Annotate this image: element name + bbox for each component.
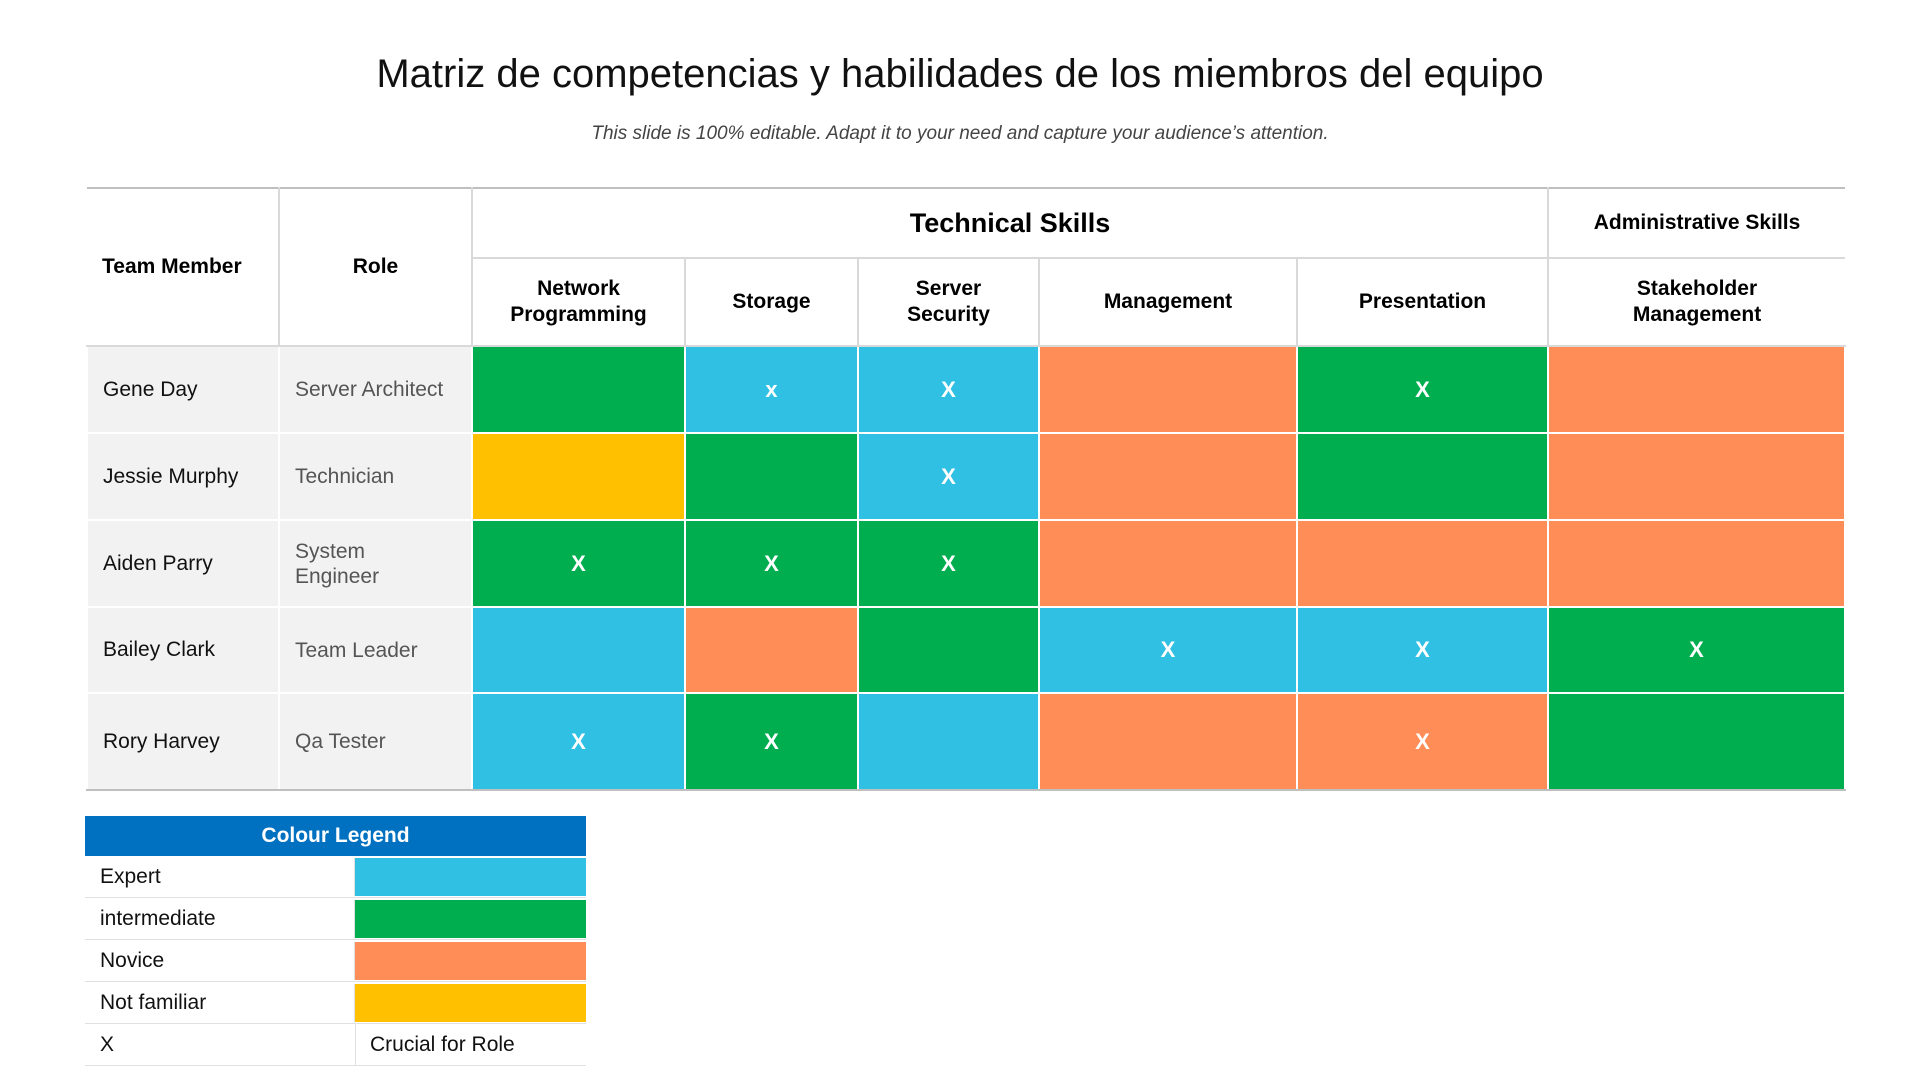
- legend-row: Novice: [85, 940, 586, 982]
- legend-label: Not familiar: [100, 991, 207, 1014]
- member-name: Gene Day: [86, 345, 280, 434]
- member-name: Aiden Parry: [86, 519, 280, 608]
- skill-cell: [684, 432, 859, 521]
- skill-cell: [1295, 432, 1550, 521]
- skill-cell: [471, 606, 686, 694]
- skill-cell: X: [1038, 606, 1298, 694]
- header-skill-5: Stakeholder Management: [1547, 257, 1846, 347]
- legend-label: Expert: [100, 865, 161, 888]
- header-skill-1: Storage: [684, 257, 859, 347]
- skill-cell: [1547, 692, 1847, 791]
- header-team-member: Team Member: [87, 187, 280, 347]
- skill-cell: [1038, 692, 1298, 791]
- member-name: Bailey Clark: [86, 606, 280, 694]
- header-administrative-skills: Administrative Skills: [1547, 187, 1846, 259]
- skill-cell: X: [857, 345, 1040, 434]
- page-title: Matriz de competencias y habilidades de …: [376, 52, 1544, 96]
- skill-cell: X: [471, 692, 686, 791]
- legend-mark-meaning: Crucial for Role: [355, 1024, 586, 1065]
- header-skill-3: Management: [1038, 257, 1298, 347]
- header-skill-2: Server Security: [857, 257, 1040, 347]
- skill-cell: [471, 432, 686, 521]
- skill-cell: X: [857, 519, 1040, 608]
- skill-cell: [471, 345, 686, 434]
- matrix-body: Gene Day Server Architect x X X Jessie Murphy…: [86, 345, 1847, 791]
- skill-cell: X: [857, 432, 1040, 521]
- member-role: Technician: [278, 432, 473, 521]
- legend-label: Novice: [100, 949, 165, 972]
- skill-cell: [1038, 345, 1298, 434]
- header-role: Role: [278, 187, 473, 347]
- legend-rows: Expert intermediate Novice Not familiar: [85, 856, 586, 1024]
- member-role: Server Architect: [278, 345, 473, 434]
- member-role: Team Leader: [278, 606, 473, 694]
- table-row: Rory Harvey Qa Tester X X X: [86, 692, 1847, 791]
- table-row: Jessie Murphy Technician X: [86, 432, 1847, 521]
- member-role: Qa Tester: [278, 692, 473, 791]
- skill-cell: [857, 692, 1040, 791]
- legend-row-crucial: X Crucial for Role: [85, 1024, 586, 1066]
- skill-cell: X: [471, 519, 686, 608]
- header-skill-4: Presentation: [1295, 257, 1550, 347]
- skills-matrix-table: Team Member Role Technical Skills Admini…: [86, 187, 1847, 791]
- skill-cell: X: [684, 519, 859, 608]
- skill-cell: X: [1547, 606, 1847, 694]
- member-name: Jessie Murphy: [86, 432, 280, 521]
- skill-cell: [684, 606, 859, 694]
- legend-row: Not familiar: [85, 982, 586, 1024]
- legend-row: intermediate: [85, 898, 586, 940]
- skill-cell: [1295, 519, 1550, 608]
- table-row: Gene Day Server Architect x X X: [86, 345, 1847, 434]
- header-skill-0: Network Programming: [471, 257, 686, 347]
- table-row: Bailey Clark Team Leader X X X: [86, 606, 1847, 694]
- page-subtitle: This slide is 100% editable. Adapt it to…: [591, 123, 1329, 144]
- member-name: Rory Harvey: [86, 692, 280, 791]
- skill-cell: [1038, 432, 1298, 521]
- skill-cell: X: [1295, 692, 1550, 791]
- legend-swatch: [354, 858, 586, 896]
- legend-label: intermediate: [100, 907, 216, 930]
- legend-row: Expert: [85, 856, 586, 898]
- legend-swatch: [354, 942, 586, 980]
- skill-cell: [1547, 345, 1847, 434]
- skill-cell: X: [1295, 606, 1550, 694]
- legend-mark-symbol: X: [100, 1033, 115, 1056]
- legend-swatch: [354, 984, 586, 1022]
- skill-cell: [857, 606, 1040, 694]
- table-row: Aiden Parry System Engineer X X X: [86, 519, 1847, 608]
- skill-header-row: Network Programming Storage Server Securit…: [87, 257, 1846, 347]
- member-role: System Engineer: [278, 519, 473, 608]
- colour-legend: Colour Legend Expert intermediate Novice No…: [85, 816, 586, 1066]
- skill-cell: x: [684, 345, 859, 434]
- legend-swatch: [354, 900, 586, 938]
- skill-cell: [1547, 432, 1847, 521]
- skill-cell: X: [684, 692, 859, 791]
- skill-cell: X: [1295, 345, 1550, 434]
- legend-title: Colour Legend: [85, 816, 586, 856]
- skill-cell: [1547, 519, 1847, 608]
- skill-cell: [1038, 519, 1298, 608]
- header-technical-skills: Technical Skills: [470, 187, 1550, 259]
